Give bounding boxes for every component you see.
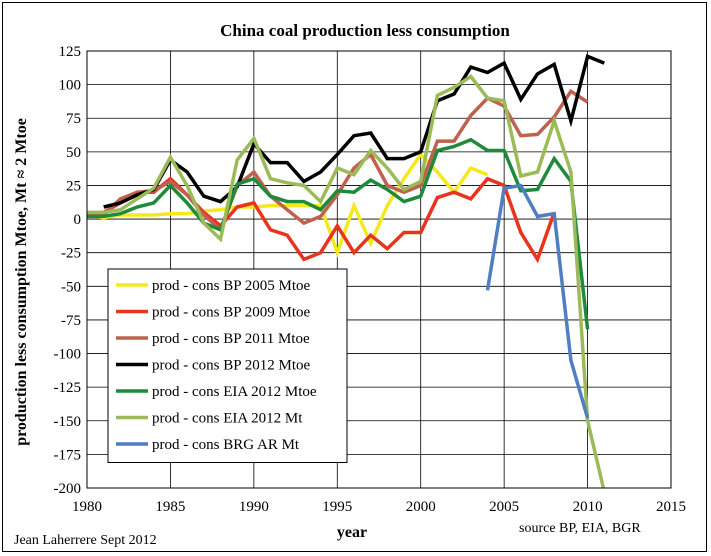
chart-title: China coal production less consumption [220, 21, 510, 40]
series-line-7 [485, 183, 590, 419]
y-tick-label: -100 [54, 347, 82, 363]
y-tick-label: -175 [54, 447, 82, 463]
plot-border [86, 50, 672, 489]
y-tick-label: 125 [59, 44, 82, 60]
y-tick-label: -25 [61, 246, 81, 262]
y-tick-label: -125 [54, 380, 82, 396]
legend-label: prod - cons BP 2005 Mtoe [152, 278, 311, 294]
y-tick-label: 50 [66, 145, 81, 161]
series-line-6 [87, 74, 606, 488]
source-annotation: source BP, EIA, BGR [519, 521, 641, 536]
x-tick-label: 2005 [489, 499, 519, 515]
series-line-4 [103, 54, 605, 209]
legend-label: prod - cons EIA 2012 Mtoe [152, 384, 317, 400]
series-line-5 [87, 137, 590, 330]
series-lines [87, 54, 606, 488]
y-axis-label: production less consumption Mtoe, Mt ≈ 2… [13, 118, 30, 446]
x-tick-label: 1985 [155, 499, 185, 515]
y-tick-labels: 125 100 75 50 25 0 -25 -50 -75 -100 -125 -150 -175 -2… [54, 44, 82, 497]
y-tick-label: 0 [74, 212, 82, 228]
legend-label: prod - cons EIA 2012 Mt [152, 411, 303, 427]
legend-box [107, 268, 348, 463]
author-annotation: Jean Laherrere Sept 2012 [14, 533, 157, 548]
y-tick-label: -50 [61, 279, 81, 295]
y-tick-label: 75 [66, 111, 81, 127]
y-tick-label: 100 [59, 78, 82, 94]
y-tick-label: 25 [66, 178, 81, 194]
x-axis-label: year [337, 524, 367, 541]
x-tick-label: 2010 [573, 499, 603, 515]
legend-label: prod - cons BP 2009 Mtoe [152, 305, 311, 321]
x-tick-label: 2015 [656, 499, 686, 515]
legend-label: prod - cons BRG AR Mt [152, 437, 300, 453]
x-tick-label: 1990 [239, 499, 269, 515]
legend-label: prod - cons BP 2012 Mtoe [152, 358, 311, 374]
x-tick-label: 1980 [72, 499, 102, 515]
legend: prod - cons BP 2005 Mtoe prod - cons BP 2… [107, 268, 348, 463]
series-line-1 [87, 151, 489, 258]
x-tick-label: 1995 [322, 499, 352, 515]
y-tick-label: -75 [61, 313, 81, 329]
x-tick-labels: 1980 1985 1990 1995 2000 2005 2010 2015 [72, 499, 686, 515]
legend-label: prod - cons BP 2011 Mtoe [152, 331, 310, 347]
y-tick-label: -200 [54, 481, 82, 497]
y-tick-label: -150 [54, 414, 82, 430]
x-tick-label: 2000 [406, 499, 436, 515]
